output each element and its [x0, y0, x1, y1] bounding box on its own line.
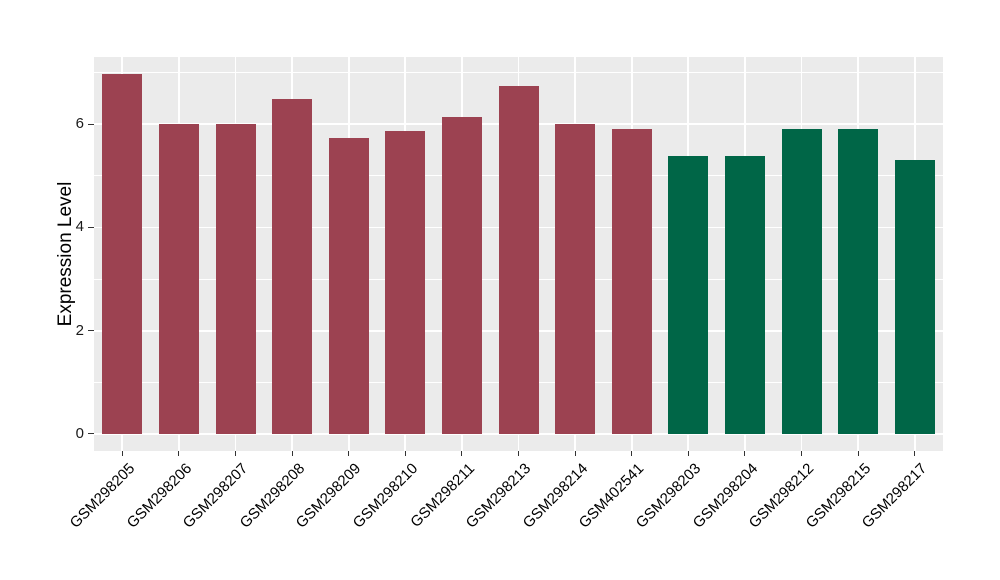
x-tick-mark	[178, 451, 180, 456]
y-axis-title: Expression Level	[55, 181, 76, 327]
x-tick-mark	[631, 451, 633, 456]
x-tick-mark	[518, 451, 519, 456]
y-tick-label: 2	[75, 321, 84, 339]
bar-GSM298203	[668, 156, 709, 434]
x-tick-mark	[744, 451, 746, 456]
y-tick-mark	[88, 123, 94, 125]
bar-GSM298209	[328, 138, 369, 434]
x-tick-mark	[291, 451, 293, 456]
bar-GSM298214	[555, 124, 596, 434]
x-tick-mark	[801, 451, 802, 456]
minor-gridline	[94, 72, 943, 73]
x-tick-mark	[461, 451, 463, 456]
bar-GSM298210	[385, 131, 426, 434]
x-tick-mark	[574, 451, 576, 456]
bar-GSM298207	[215, 124, 256, 434]
bar-GSM298215	[838, 129, 879, 434]
x-tick-mark	[914, 451, 916, 456]
x-tick-mark	[235, 451, 236, 456]
bar-GSM298217	[894, 159, 935, 434]
y-tick-mark	[88, 433, 94, 435]
y-tick-label: 6	[75, 115, 84, 133]
bar-GSM298205	[102, 74, 143, 434]
bar-GSM298212	[781, 129, 822, 434]
y-tick-mark	[88, 226, 94, 228]
y-tick-label: 4	[75, 218, 84, 236]
x-tick-mark	[687, 451, 689, 456]
bar-GSM298208	[272, 98, 313, 434]
bar-GSM298211	[441, 116, 482, 434]
bar-GSM298213	[498, 86, 539, 434]
bar-GSM298206	[158, 124, 199, 434]
bar-GSM402541	[611, 129, 652, 434]
x-tick-mark	[857, 451, 859, 456]
major-gridline	[94, 433, 943, 435]
bar-GSM298204	[724, 156, 765, 434]
y-tick-label: 0	[75, 424, 84, 442]
plot-panel	[94, 57, 943, 451]
x-tick-mark	[404, 451, 406, 456]
x-tick-mark	[121, 451, 123, 456]
y-tick-mark	[88, 330, 94, 332]
x-tick-mark	[348, 451, 350, 456]
